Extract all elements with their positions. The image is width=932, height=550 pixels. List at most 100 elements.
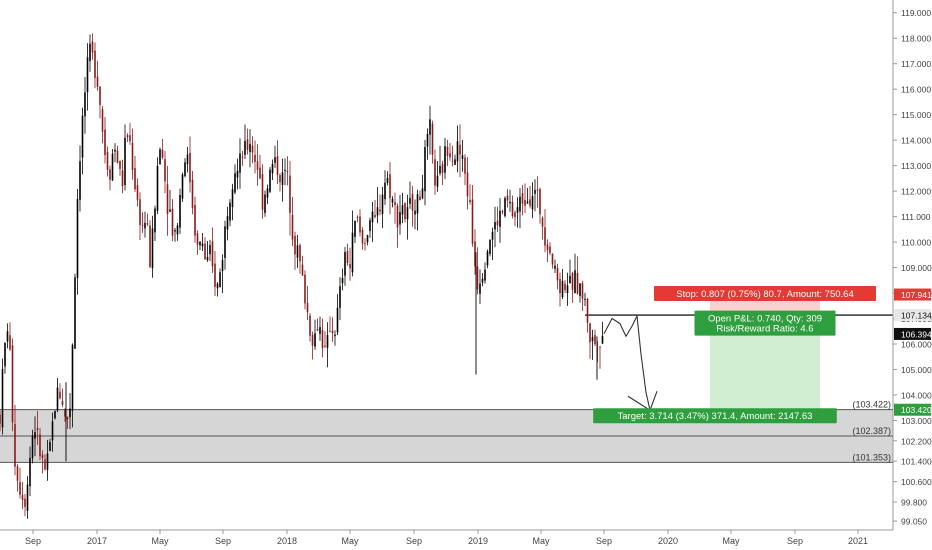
candle-body	[434, 159, 436, 186]
pnl-badge-text-1: Open P&L: 0.740, Qty: 309	[708, 314, 822, 325]
candle-body	[461, 155, 464, 159]
candle-body	[481, 278, 484, 283]
candle-body	[94, 50, 96, 78]
candle-body	[514, 212, 516, 217]
candle-body	[39, 434, 41, 457]
candle-body	[114, 149, 116, 152]
candle-body	[236, 170, 239, 178]
candle-body	[416, 194, 419, 214]
candle-body	[439, 166, 441, 174]
candle-body	[61, 400, 64, 405]
projection-path[interactable]	[603, 315, 651, 411]
candle-body	[571, 273, 574, 290]
x-tick-label-9: May	[532, 536, 550, 546]
candle-body	[86, 57, 89, 93]
candle-body	[551, 253, 554, 265]
candle-body	[401, 205, 404, 215]
candle-body	[329, 331, 331, 333]
candle-body	[459, 144, 461, 155]
candle-body	[379, 209, 381, 212]
current-price-tag-label: 106.394	[901, 329, 932, 339]
x-tick-label-1: Sep	[25, 536, 41, 546]
x-tick-label-13: Sep	[787, 536, 803, 546]
candle-body	[546, 244, 549, 251]
candle-body	[126, 135, 129, 138]
candle-body	[436, 175, 439, 187]
candle-body	[319, 327, 321, 334]
candle-body	[554, 265, 556, 269]
candle-body	[304, 274, 306, 304]
candle-body	[366, 235, 369, 243]
candle-body	[449, 153, 451, 158]
candle-body	[314, 333, 316, 347]
candle-body	[209, 244, 211, 255]
candle-body	[196, 233, 199, 245]
candle-body	[169, 209, 171, 212]
y-axis-panel	[893, 0, 932, 550]
candle-body	[91, 41, 94, 53]
candle-body	[161, 149, 164, 158]
candle-body	[419, 196, 421, 201]
candle-body	[349, 263, 351, 269]
candle-body	[594, 335, 596, 345]
candle-body	[599, 346, 601, 348]
x-tick-label-4: Sep	[215, 536, 231, 546]
candle-body	[194, 204, 196, 236]
candle-body	[206, 256, 209, 261]
candle-body	[1, 368, 4, 428]
y-tick-label-22: 99.050	[901, 517, 927, 527]
candle-body	[491, 231, 494, 240]
candle-body	[534, 190, 536, 194]
target-badge-text-1: Target: 3.714 (3.47%) 371.4, Amount: 214…	[618, 411, 813, 422]
candle-body	[119, 160, 121, 169]
candle-body	[469, 199, 471, 203]
candle-body	[24, 498, 26, 507]
candle-body	[0, 414, 1, 424]
candle-body	[64, 409, 66, 417]
candle-body	[134, 168, 136, 190]
candle-body	[109, 169, 111, 180]
candle-body	[536, 189, 539, 191]
target-badge-bg	[593, 408, 837, 424]
candle-body	[531, 196, 534, 210]
candle-body	[29, 457, 31, 487]
candle-body	[221, 259, 224, 272]
candle-body	[106, 152, 109, 170]
candle-body	[556, 267, 559, 281]
candle-body	[334, 334, 336, 337]
candle-body	[276, 156, 279, 175]
candle-body	[589, 323, 591, 343]
stop-price-tag-bg	[894, 288, 931, 301]
candle-body	[76, 199, 79, 278]
y-tick-label-15: 105.000	[901, 365, 932, 375]
candle-body	[89, 43, 91, 62]
candle-body	[96, 76, 99, 87]
candle-body	[111, 153, 114, 181]
entry-price-tag-label: 107.134	[901, 311, 932, 321]
candle-body	[139, 199, 141, 226]
candle-body	[541, 217, 544, 227]
candle-body	[101, 109, 104, 132]
candle-body	[361, 229, 364, 244]
x-tick-label-3: May	[151, 536, 169, 546]
candle-body	[266, 188, 269, 198]
candle-body	[564, 283, 566, 291]
candle-body	[136, 185, 139, 200]
y-tick-label-3: 117.000	[901, 59, 931, 69]
x-axis-panel	[0, 530, 932, 550]
candle-body	[51, 421, 54, 441]
candle-body	[406, 207, 409, 220]
candle-body	[44, 459, 46, 470]
candle-body	[529, 199, 531, 206]
candle-body	[586, 298, 589, 323]
candle-body	[149, 225, 151, 267]
candle-body	[241, 156, 244, 158]
candle-body	[444, 146, 446, 173]
candle-body	[104, 129, 106, 156]
candle-body	[66, 416, 69, 420]
candle-body	[36, 428, 39, 431]
candle-body	[234, 173, 236, 193]
candle-body	[584, 298, 586, 300]
pnl-badge-bg	[694, 310, 836, 336]
